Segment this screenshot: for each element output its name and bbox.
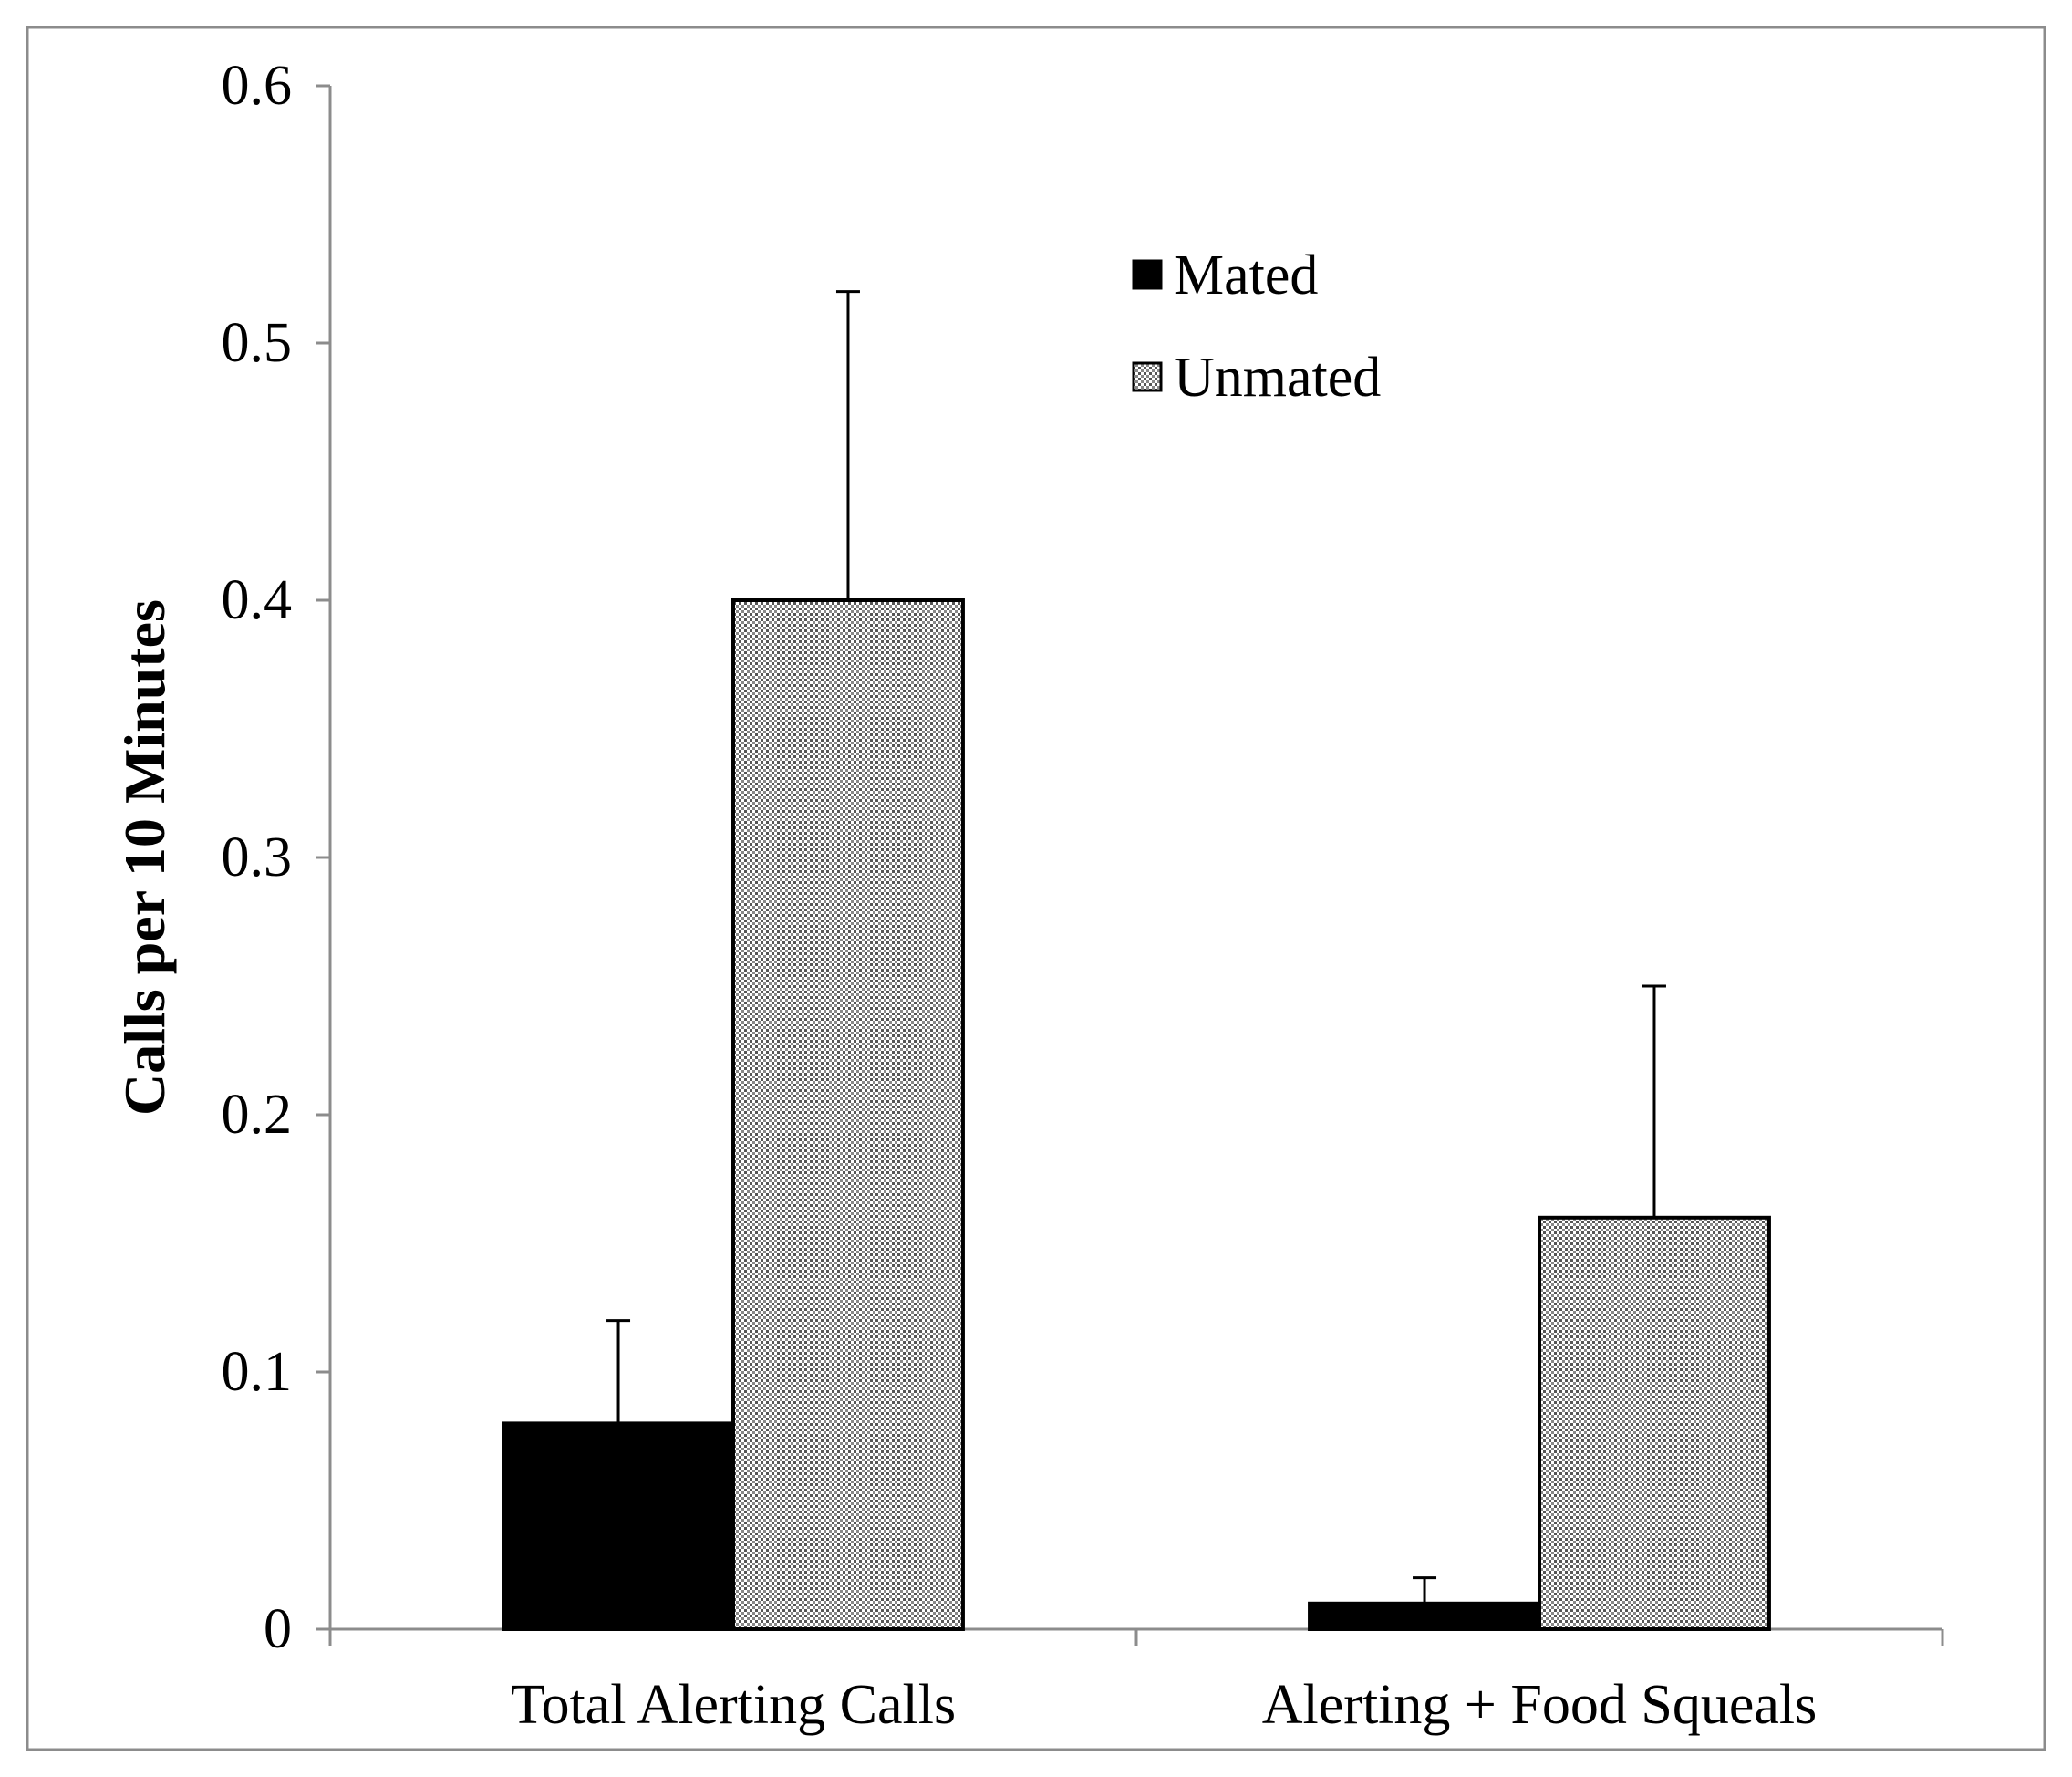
y-tick-label: 0.6 <box>222 55 293 117</box>
bar-unmated-2 <box>1538 1215 1771 1632</box>
x-category-label: Alerting + Food Squeals <box>1262 1674 1817 1736</box>
bar-mated-1 <box>502 1421 735 1632</box>
bar-unmated-1 <box>731 598 965 1631</box>
y-tick-label: 0.3 <box>222 826 293 888</box>
bar-mated-2 <box>1308 1601 1542 1632</box>
y-tick-label: 0.1 <box>222 1341 293 1403</box>
legend-swatch-unmated <box>1132 361 1163 392</box>
y-tick-label: 0.4 <box>222 569 293 631</box>
legend-swatch-mated <box>1132 259 1163 290</box>
y-tick-label: 0.2 <box>222 1084 293 1146</box>
y-tick-label: 0 <box>264 1598 292 1660</box>
x-category-label: Total Alerting Calls <box>511 1674 956 1736</box>
y-axis-title: Calls per 10 Minutes <box>112 599 177 1116</box>
y-tick-label: 0.5 <box>222 312 293 374</box>
legend-label-unmated: Unmated <box>1174 347 1381 409</box>
legend-label-mated: Mated <box>1174 244 1318 307</box>
